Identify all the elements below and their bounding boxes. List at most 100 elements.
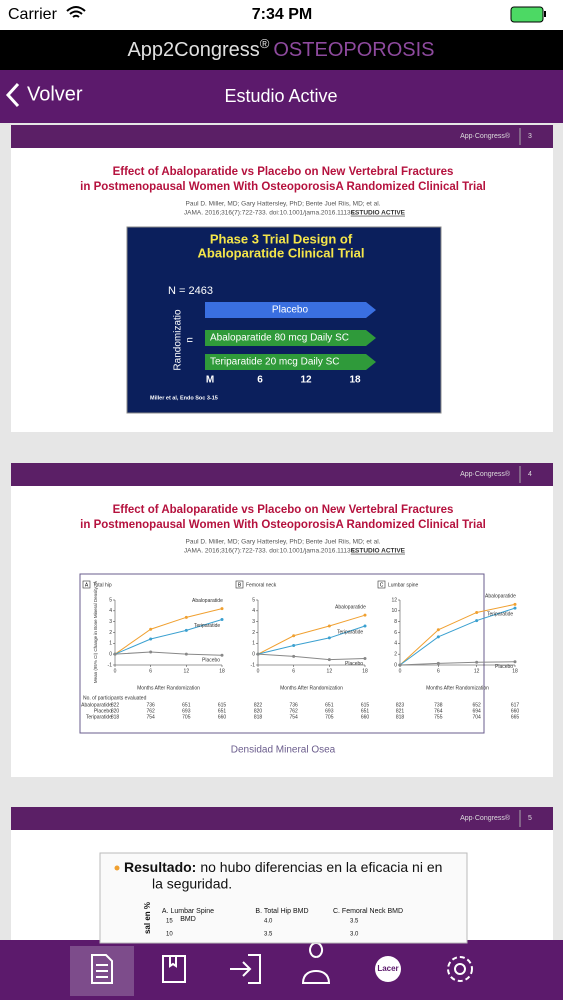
tab-document-icon[interactable] [91,954,113,984]
data-point [184,628,188,632]
table-cell: 736 [146,702,155,708]
table-cell: 762 [289,708,298,714]
y-tick-label: 12 [391,597,397,603]
lacer-logo-text[interactable]: Lacer [377,964,398,973]
slide-page: 3 [528,133,532,140]
slide-brand: App·Congress® [460,132,511,140]
series-line [114,608,223,655]
table-cell: 665 [511,714,520,720]
data-point [220,618,224,621]
table-cell: 694 [472,708,481,714]
table-cell: 762 [146,708,155,714]
timepoint: 18 [349,375,361,386]
arm-label: Teriparatide 20 mcg Daily SC [210,357,340,368]
series-line [399,607,516,666]
slide-page: 4 [528,471,532,478]
data-point [475,660,479,664]
y-tick-label: 6 [394,630,397,636]
result-body: no hubo diferencias en la eficacia ni en [200,859,442,875]
back-button[interactable]: Volver [27,83,83,105]
panel-y-label: sal en % [143,902,152,934]
table-cell: 615 [218,702,227,708]
citation-tag: ESTUDIO ACTIVE [351,548,406,555]
data-point [436,661,440,665]
panel-tick: 3.5 [264,932,273,938]
slide-brand: App·Congress® [460,814,511,822]
data-point [513,660,517,664]
nav-bar [0,70,563,123]
tab-login-icon[interactable] [230,954,261,984]
series-line [257,625,366,655]
data-point [363,624,367,628]
table-cell: 705 [325,714,334,720]
wifi-icon [66,6,86,18]
series-label: Placebo [202,658,220,664]
data-point [220,653,224,657]
randomization-label: Randomizatio [173,309,184,371]
time: 7:34 PM [252,6,312,23]
data-point [149,637,153,641]
tab-settings-icon[interactable] [454,963,466,975]
series-label: Abaloparatide [192,598,223,604]
series-label: Teriparatide [194,623,220,629]
battery-icon [510,6,544,23]
slide-brand: App·Congress® [460,470,511,478]
table-cell: 822 [254,702,263,708]
data-point [475,610,479,614]
data-point [327,658,331,662]
data-point [184,615,188,619]
slide-title: Effect of Abaloparatide vs Placebo on Ne… [113,166,454,178]
series-label: Abaloparatide [335,604,366,610]
slide-title: in Postmenopausal Women With Osteoporosi… [80,181,486,193]
arm-arrow [205,302,376,318]
panel-title: Lumbar spine [388,582,419,588]
y-tick-label: 4 [252,608,255,614]
citation-tag: ESTUDIO ACTIVE [351,210,406,217]
status-bar [0,0,563,30]
tab-book-icon[interactable] [162,955,186,983]
x-tick-label: 18 [362,668,368,674]
arm-label: Abaloparatide 80 mcg Daily SC [210,333,349,344]
arm-arrow [205,354,376,370]
data-point [513,606,517,610]
data-point [292,644,296,647]
tab-lacer-logo[interactable] [375,956,401,982]
table-cell: 755 [434,714,443,720]
x-tick-label: 12 [474,668,480,674]
table-cell: 705 [182,714,191,720]
tab-settings-gear[interactable] [447,956,473,982]
table-row-name: Placebo [94,708,112,714]
y-axis-label: Mean (95% CI) Change in Bone Mineral Den… [93,581,98,683]
y-tick-label: -1 [251,662,256,668]
arm-label: Placebo [272,305,309,316]
registered: ® [260,36,270,51]
table-cell: 764 [434,708,443,714]
series-label: Abaloparatide [485,594,516,600]
slide-caption: Densidad Mineral Osea [231,745,336,756]
slide-authors: Paul D. Miller, MD; Gary Hattersley, PhD… [186,539,381,546]
series-line [114,651,223,656]
n-label: N = 2463 [168,285,213,297]
table-cell: 615 [361,702,370,708]
slide-header [11,807,553,830]
data-point [149,650,153,654]
slide-citation: JAMA. 2016;316(7):722-733. doi:10.1001/j… [184,210,356,217]
slide-title: in Postmenopausal Women With Osteoporosi… [80,519,486,531]
series-line [114,619,223,655]
panel-label: B [238,582,242,588]
x-tick-label: 12 [327,668,333,674]
table-row-name: Abaloparatide [81,702,112,708]
table-cell: 704 [472,714,481,720]
table-cell: 660 [218,714,227,720]
data-point [363,657,367,660]
panel-title: BMD [180,916,196,923]
panel-title: C. Femoral Neck BMD [333,908,403,915]
series-label: Teriparatide [337,629,363,635]
back-chevron[interactable] [5,82,20,108]
table-cell: 754 [289,714,298,720]
panel-label-box [235,580,244,589]
slide-header [11,125,553,148]
data-point [398,663,402,667]
